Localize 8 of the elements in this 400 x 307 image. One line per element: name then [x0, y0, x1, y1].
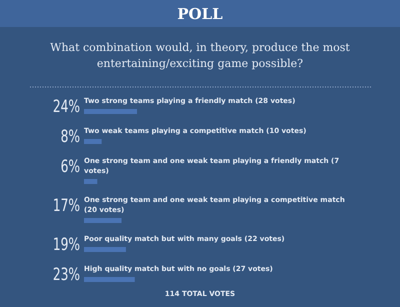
data-label: 6%: [60, 157, 80, 177]
data-label: 23%: [52, 265, 80, 285]
text: What combination would, in theory, produce the most entertaining/exciting game possible?: [50, 41, 350, 70]
data-label: 19%: [52, 235, 80, 255]
data-label: 24%: [52, 97, 80, 117]
data-label: 17%: [52, 196, 80, 216]
text: POLL: [177, 5, 224, 23]
data-label: 8%: [60, 127, 80, 147]
